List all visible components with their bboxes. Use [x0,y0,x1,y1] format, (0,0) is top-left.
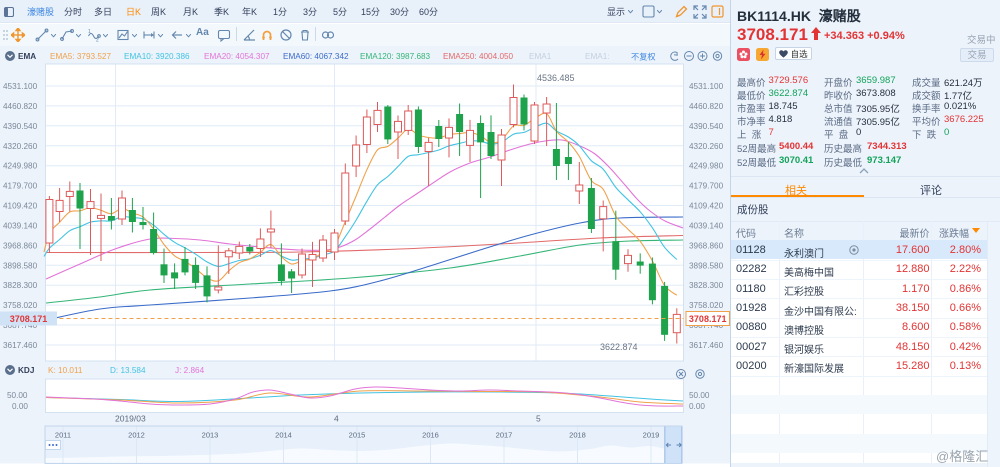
svg-text:EMA120: 3987.683: EMA120: 3987.683 [360,52,431,61]
svg-text:3758.020: 3758.020 [689,301,724,310]
svg-text:KDJ: KDJ [18,366,34,375]
svg-text:2019/03: 2019/03 [115,414,146,424]
svg-text:4039.140: 4039.140 [689,221,724,230]
svg-text:2017: 2017 [496,431,513,440]
svg-text:2016: 2016 [422,431,439,440]
svg-text:2019: 2019 [643,431,660,440]
svg-text:4531.100: 4531.100 [3,82,38,91]
svg-text:3617.460: 3617.460 [3,341,38,350]
svg-text:5: 5 [536,414,541,424]
svg-text:EMA1:: EMA1: [585,52,610,61]
svg-text:EMA60: 4067.342: EMA60: 4067.342 [283,52,349,61]
svg-text:EMA1: EMA1 [529,52,552,61]
svg-text:4531.100: 4531.100 [689,82,724,91]
svg-text:4179.700: 4179.700 [689,182,724,191]
svg-text:0.00: 0.00 [12,402,28,411]
svg-text:4390.540: 4390.540 [3,122,38,131]
svg-text:4390.540: 4390.540 [689,122,724,131]
svg-text:4039.140: 4039.140 [3,221,38,230]
svg-text:3708.171: 3708.171 [689,314,727,324]
svg-text:3898.580: 3898.580 [689,261,724,270]
svg-text:2013: 2013 [202,431,219,440]
svg-text:4249.980: 4249.980 [689,162,724,171]
svg-text:0.00: 0.00 [689,402,705,411]
svg-text:4249.980: 4249.980 [3,162,38,171]
svg-text:3617.460: 3617.460 [689,341,724,350]
svg-text:3708.171: 3708.171 [10,314,48,324]
svg-text:EMA250: 4004.050: EMA250: 4004.050 [443,52,514,61]
svg-text:4179.700: 4179.700 [3,182,38,191]
svg-text:EMA5: 3793.527: EMA5: 3793.527 [50,52,111,61]
svg-text:1: 1 [88,29,91,35]
svg-text:4536.485: 4536.485 [537,73,575,83]
svg-text:2011: 2011 [55,431,71,440]
svg-text:4109.420: 4109.420 [3,202,38,211]
svg-text:4460.820: 4460.820 [3,102,38,111]
svg-text:50.00: 50.00 [689,391,710,400]
svg-text:3828.300: 3828.300 [689,281,724,290]
svg-text:4320.260: 4320.260 [3,142,38,151]
svg-text:2014: 2014 [275,431,292,440]
svg-text:K: 10.011: K: 10.011 [48,366,83,375]
svg-text:EMA10: 3920.386: EMA10: 3920.386 [124,52,190,61]
svg-text:不复权: 不复权 [631,51,656,61]
svg-text:2: 2 [96,38,99,43]
svg-text:3968.860: 3968.860 [3,241,38,250]
svg-text:EMA: EMA [18,52,36,61]
svg-text:3622.874: 3622.874 [600,342,638,352]
svg-text:4: 4 [334,414,339,424]
svg-text:4320.260: 4320.260 [689,142,724,151]
svg-text:50.00: 50.00 [7,391,28,400]
svg-text:4460.820: 4460.820 [689,102,724,111]
svg-text:D: 13.584: D: 13.584 [110,366,146,375]
svg-text:2012: 2012 [128,431,145,440]
svg-text:3828.300: 3828.300 [3,281,38,290]
svg-text:J: 2.864: J: 2.864 [175,366,205,375]
svg-text:3968.860: 3968.860 [689,241,724,250]
svg-text:4109.420: 4109.420 [689,202,724,211]
svg-text:EMA20: 4054.307: EMA20: 4054.307 [204,52,270,61]
svg-text:2015: 2015 [349,431,366,440]
svg-text:2018: 2018 [569,431,586,440]
svg-text:3898.580: 3898.580 [3,261,38,270]
svg-text:3758.020: 3758.020 [3,301,38,310]
